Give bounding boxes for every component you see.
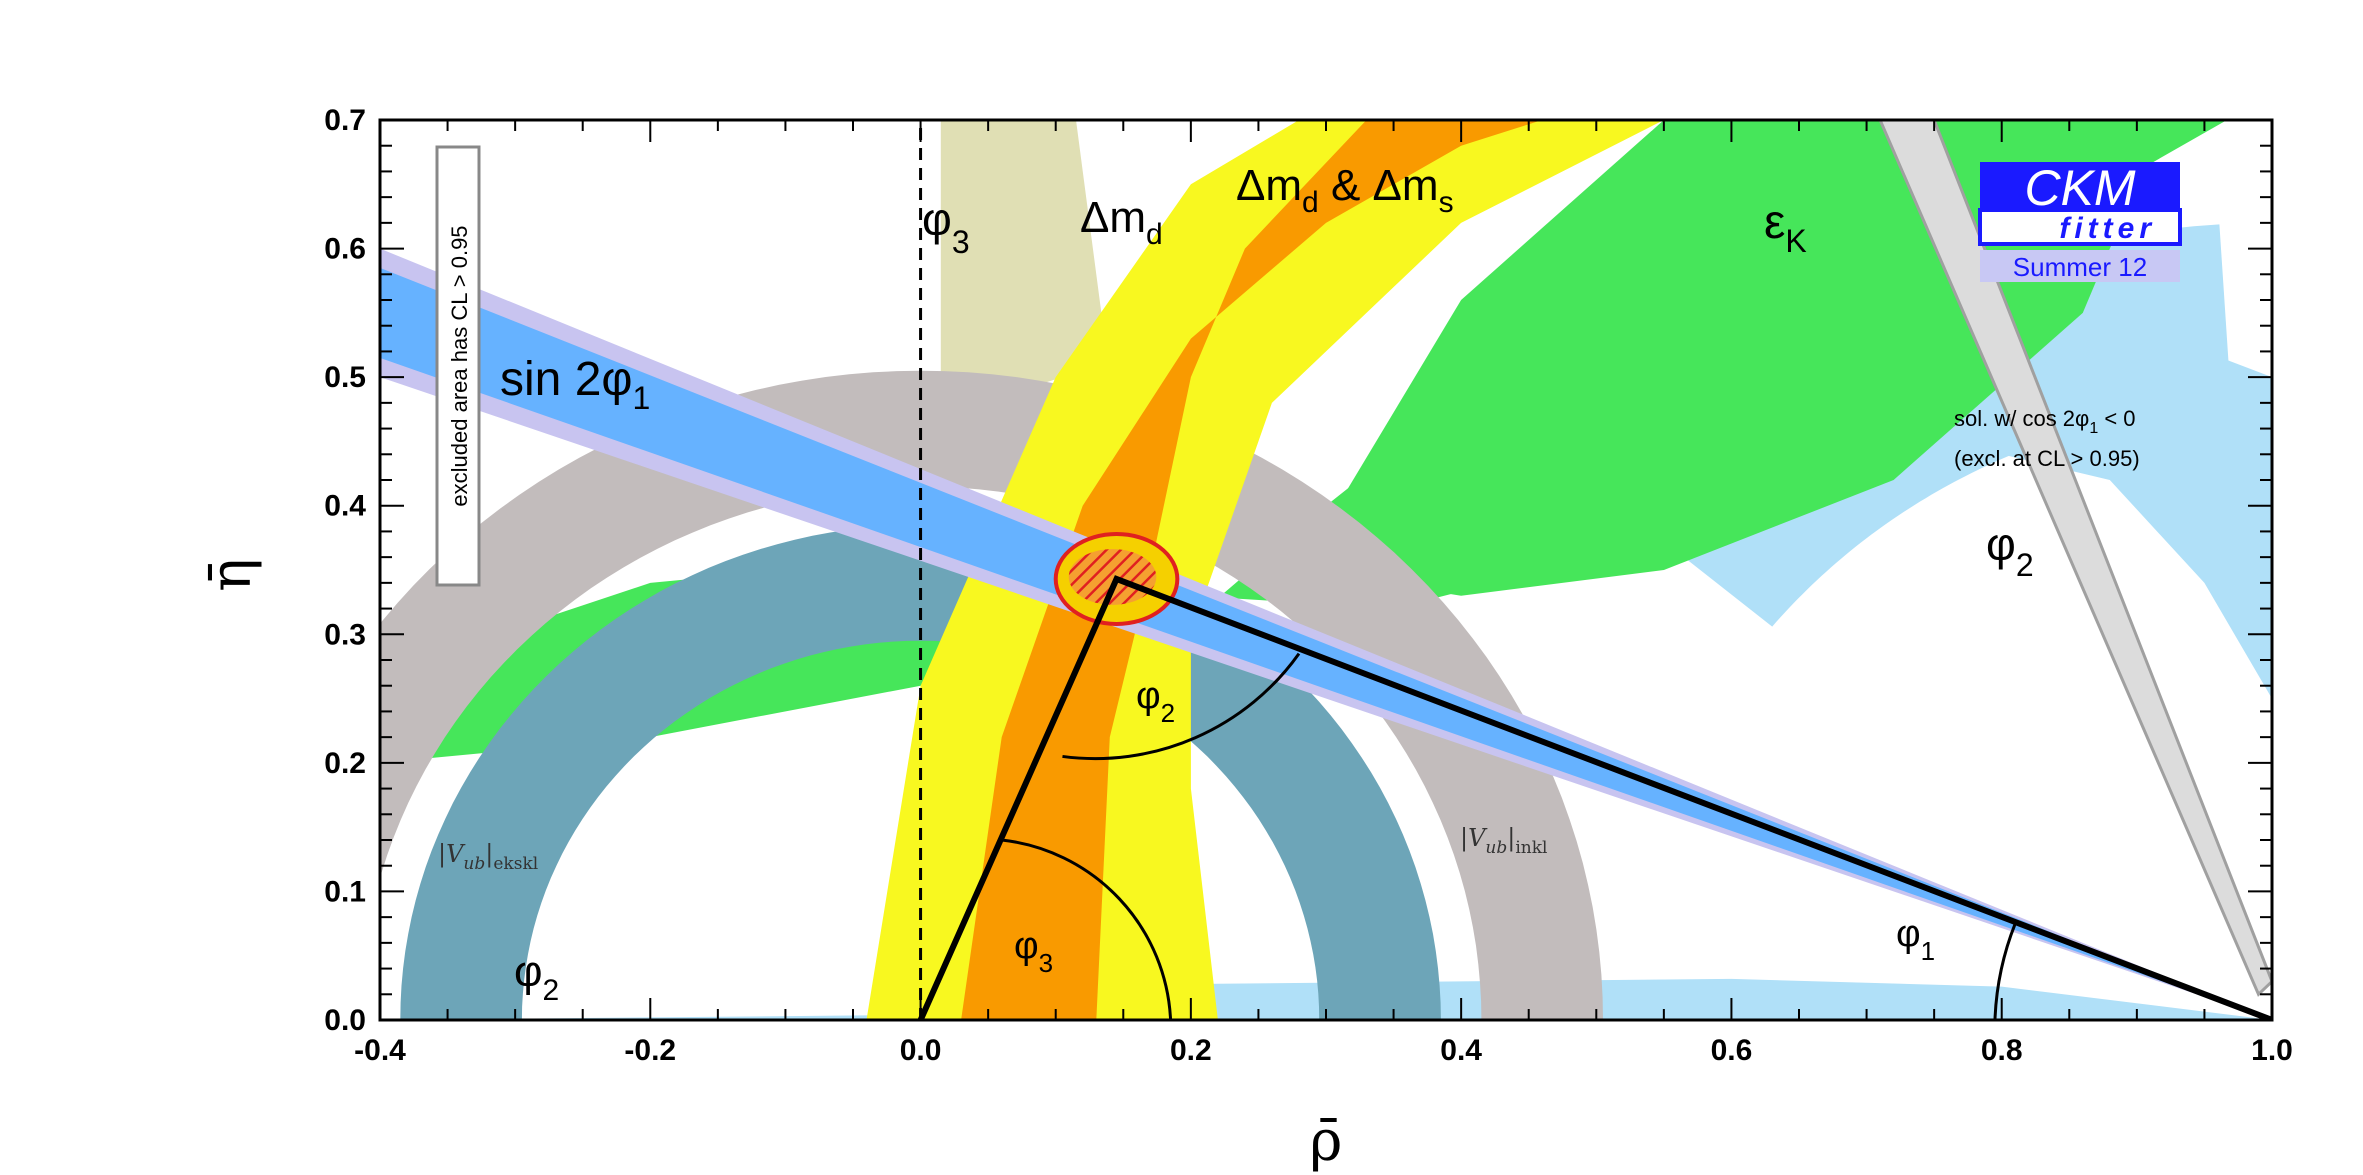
logo-line3: Summer 12 — [2013, 252, 2147, 282]
constraint-bands — [380, 120, 2272, 1020]
sin2phi1-band-outer — [380, 248, 2272, 1020]
x-tick-label: 1.0 — [2251, 1034, 2293, 1067]
phi2-right-band-label: φ2 — [1986, 518, 2034, 583]
phi2-band-right-extension — [2001, 312, 2272, 699]
x-axis-title: ρ̄ — [1310, 1109, 1343, 1174]
excluded-area-note: excluded area has CL > 0.95 — [435, 145, 481, 587]
logo-line1: CKM — [2024, 160, 2135, 216]
x-tick-label: 0.8 — [1981, 1034, 2023, 1067]
x-tick-label: 0.2 — [1170, 1034, 1212, 1067]
vub-eksk-label: |Vub|ekskl — [438, 840, 538, 874]
phi2-angle-arc — [1062, 652, 1301, 761]
x-tick-label: -0.2 — [624, 1034, 676, 1067]
y-tick-label: 0.1 — [324, 875, 366, 908]
fit-region-inner — [1068, 549, 1157, 605]
phi1-angle-arc — [1993, 923, 2017, 1020]
x-tick-label: -0.4 — [354, 1034, 406, 1067]
y-axis-title: η̄ — [199, 558, 264, 592]
y-tick-label: 0.5 — [324, 361, 366, 394]
phi3-band — [940, 120, 1110, 416]
logo-line2: fitter — [2059, 212, 2156, 245]
x-tick-label: 0.6 — [1711, 1034, 1753, 1067]
x-tick-label: 0.0 — [900, 1034, 942, 1067]
dmd-band-label: Δmd — [1080, 193, 1163, 251]
axis-ticks: -0.4 -0.2 0.0 0.2 0.4 0.6 0.8 1.0 0.0 0.1 0.2 0.3 0.… — [324, 104, 2293, 1067]
y-tick-label: 0.2 — [324, 747, 366, 780]
y-tick-label: 0.6 — [324, 233, 366, 266]
sol-note-line1: sol. w/ cos 2φ1 < 0 — [1954, 406, 2136, 437]
y-tick-label: 0.3 — [324, 618, 366, 651]
epsk-band-label: εK — [1764, 196, 1807, 259]
y-tick-label: 0.7 — [324, 104, 366, 137]
phi3-band-label: φ3 — [922, 193, 970, 260]
ckmfitter-logo: CKM fitter Summer 12 — [1978, 160, 2182, 282]
phi2-bottom-band-label: φ2 — [514, 947, 559, 1007]
y-tick-label: 0.4 — [324, 490, 366, 523]
cos2phi1-solution-band — [1878, 120, 2272, 997]
svg-text:excluded area has CL > 0.95: excluded area has CL > 0.95 — [447, 225, 472, 506]
unitarity-triangle — [917, 120, 2272, 1020]
dmd-dms-band-label: Δmd & Δms — [1236, 161, 1454, 219]
x-tick-label: 0.4 — [1440, 1034, 1482, 1067]
dmd-dms-band — [961, 120, 1543, 1020]
phi3-angle-arc — [1001, 838, 1173, 1020]
phi3-triangle-angle-label: φ3 — [1014, 925, 1053, 978]
y-tick-label: 0.0 — [324, 1004, 366, 1037]
sin2phi1-band-inner — [380, 267, 2272, 1020]
vub-inkl-label: |Vub|inkl — [1460, 824, 1547, 858]
phi2-triangle-angle-label: φ2 — [1136, 675, 1175, 728]
phi1-triangle-angle-label: φ1 — [1896, 913, 1935, 966]
sol-note-line2: (excl. at CL > 0.95) — [1954, 446, 2140, 471]
vub-inkl-ring — [380, 370, 1603, 1020]
triangle-sides — [917, 575, 2272, 1020]
sin2phi1-band-label: sin 2φ1 — [500, 353, 650, 416]
